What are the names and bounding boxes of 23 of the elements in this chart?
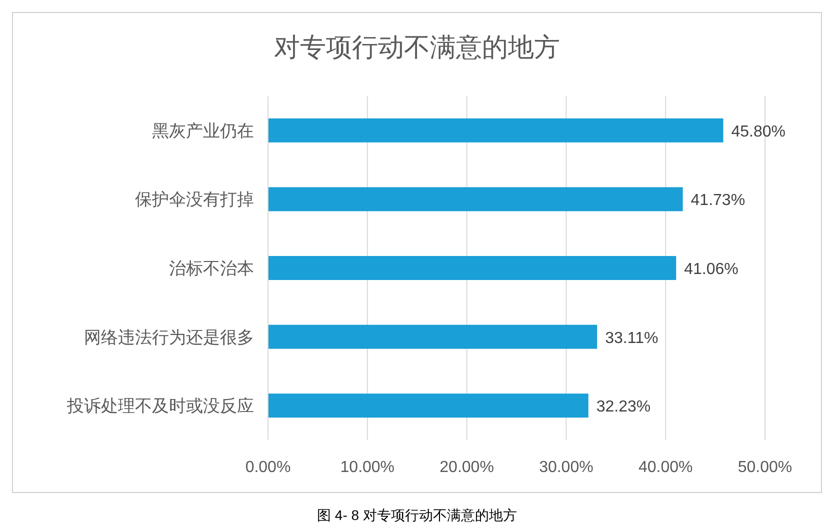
data-label: 45.80% (731, 123, 786, 140)
x-tick-label: 40.00% (638, 459, 693, 476)
y-tick-label: 黑灰产业仍在 (152, 121, 254, 140)
chart-title: 对专项行动不满意的地方 (274, 32, 560, 62)
bar (268, 187, 683, 212)
y-tick-label: 保护伞没有打掉 (135, 190, 254, 210)
caption: 图 4- 8 对专项行动不满意的地方 (317, 507, 517, 523)
data-label: 41.06% (684, 261, 738, 278)
data-label: 41.73% (690, 192, 746, 210)
bar (268, 118, 724, 142)
bar (268, 324, 598, 349)
x-tick-label: 20.00% (440, 459, 494, 476)
data-label: 32.23% (596, 398, 651, 416)
y-tick-label: 治标不治本 (169, 259, 254, 278)
x-tick-label: 50.00% (738, 459, 792, 476)
x-tick-label: 0.00% (245, 459, 291, 476)
x-tick-label: 30.00% (539, 459, 594, 476)
data-label: 33.11% (605, 330, 658, 347)
bar (268, 256, 676, 280)
bar (268, 394, 588, 418)
y-tick-label: 网络违法行为还是很多 (84, 328, 254, 347)
y-tick-label: 投诉处理不及时或没反应 (66, 396, 254, 416)
x-tick-label: 10.00% (340, 459, 395, 476)
